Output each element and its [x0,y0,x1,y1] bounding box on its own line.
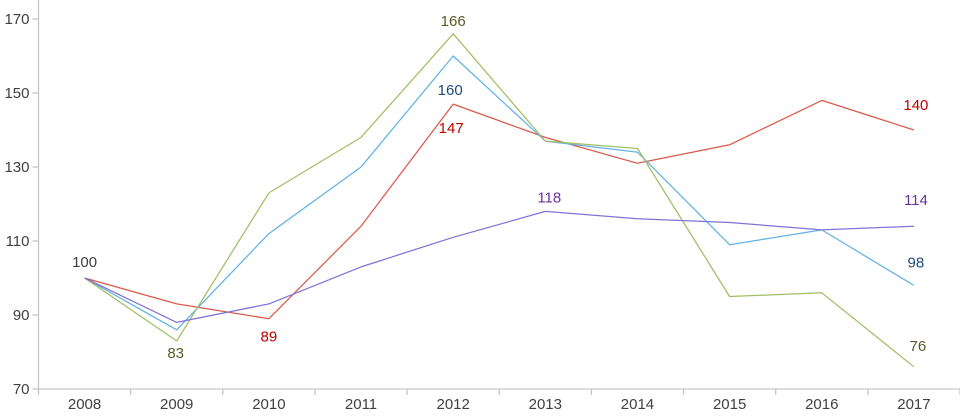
data-label-118: 118 [537,189,561,206]
x-tick-label: 2015 [713,396,746,413]
x-tick-label: 2014 [621,396,654,413]
y-tick-label: 110 [6,233,30,250]
series-green-line [84,33,915,368]
data-label-160: 160 [438,82,463,99]
series-red-line [84,99,915,320]
x-tick-label: 2017 [897,396,930,413]
x-tick-label: 2008 [68,396,101,413]
x-tick-label: 2009 [160,396,193,413]
y-tick-label: 150 [4,85,29,102]
data-label-140: 140 [903,97,928,114]
series-blue-line [84,55,915,331]
series-purple-line [84,210,914,324]
y-tick-label: 130 [4,159,29,176]
data-label-98: 98 [908,254,925,271]
data-label-147: 147 [439,120,464,137]
x-tick-label: 2012 [436,396,469,413]
x-tick-label: 2011 [345,396,377,413]
data-label-83: 83 [167,345,184,362]
y-tick-label: 70 [13,381,30,398]
x-tick-label: 2010 [252,396,285,413]
x-tick-label: 2016 [805,396,838,413]
data-label-114: 114 [904,192,928,209]
y-tick-label: 90 [13,307,30,324]
data-label-166: 166 [441,13,466,30]
y-tick-label: 170 [4,11,29,28]
x-tick-label: 2013 [529,396,562,413]
data-label-76: 76 [910,338,927,355]
data-label-100: 100 [72,254,97,271]
data-label-89: 89 [261,329,278,346]
